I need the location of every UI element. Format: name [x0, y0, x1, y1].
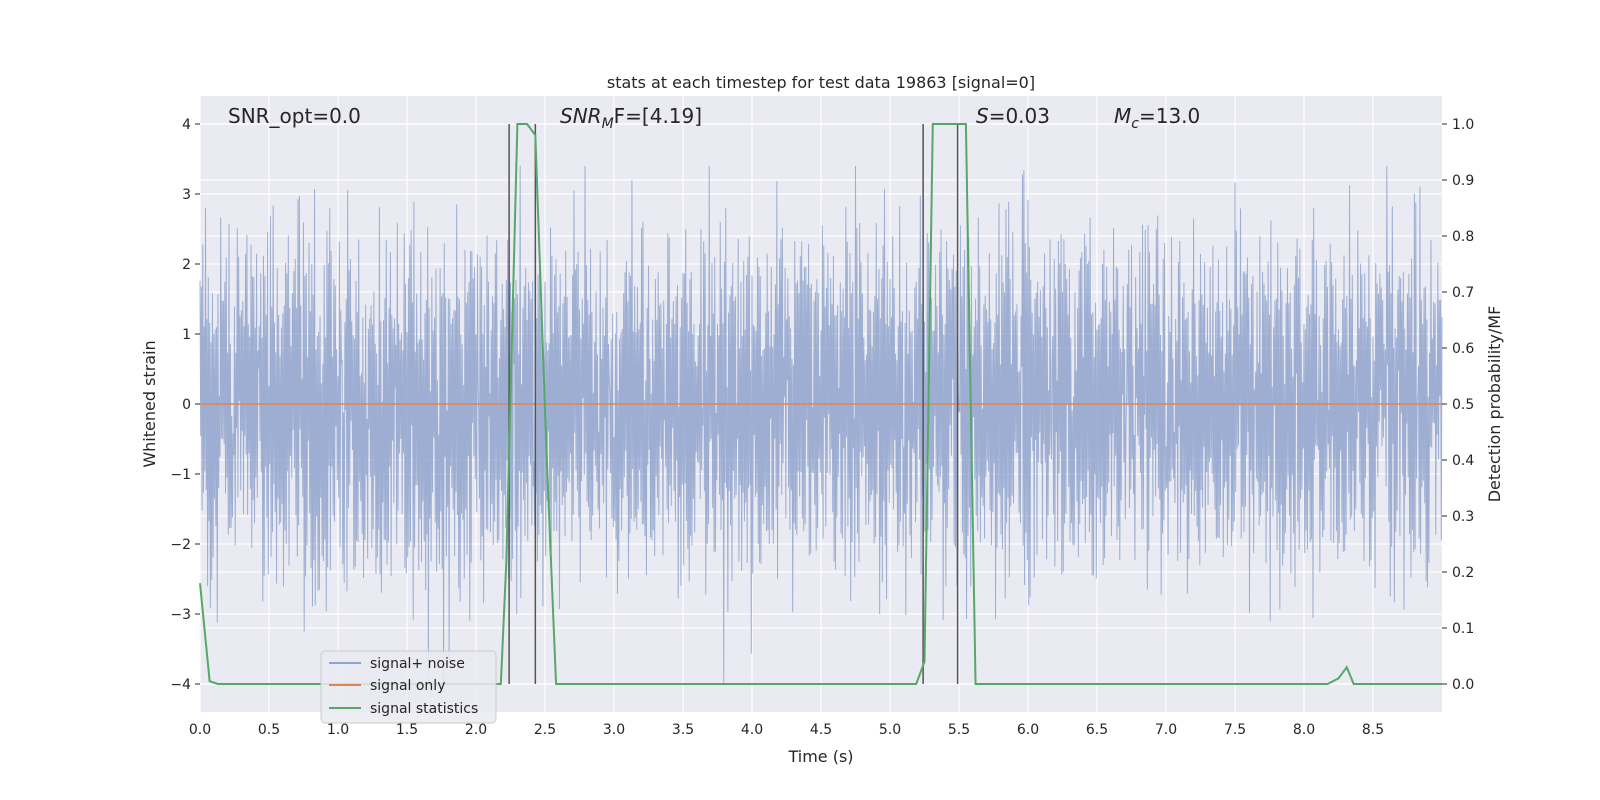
- annotation-snr-mf-rest: F=[4.19]: [614, 104, 702, 128]
- x-tick-label: 7.5: [1224, 722, 1246, 738]
- annotation-s-value: =0.03: [989, 104, 1050, 128]
- y-left-tick-label: 0: [182, 397, 191, 413]
- x-tick-label: 6.5: [1086, 722, 1108, 738]
- y-right-tick-label: 1.0: [1452, 117, 1474, 133]
- y-right-tick-label: 0.2: [1452, 565, 1474, 581]
- annotation-snr-mf-main: SNR: [560, 104, 602, 128]
- x-tick-label: 4.0: [741, 722, 763, 738]
- annotation-snr-mf: SNRMF=[4.19]: [560, 104, 702, 132]
- y-right-tick-label: 0.8: [1452, 229, 1474, 245]
- annotation-snr-mf-sub: M: [602, 116, 614, 132]
- y-right-tick-label: 0.9: [1452, 173, 1474, 189]
- x-tick-label: 5.0: [879, 722, 901, 738]
- y-left-tick-label: −2: [170, 537, 191, 553]
- legend-box: [320, 650, 497, 724]
- x-tick-label: 3.0: [603, 722, 625, 738]
- annotation-snr-opt: SNR_opt=0.0: [228, 104, 361, 128]
- y-left-ticks: 4 3 2 1 0 −1 −2 −3 −4: [170, 117, 200, 693]
- y-right-ticks: 1.0 0.9 0.8 0.7 0.6 0.5 0.4 0.3 0.2 0.1 0.0: [1442, 117, 1474, 693]
- signal-statistics-series: [199, 123, 1442, 685]
- legend-label-signal-statistics: signal statistics: [370, 701, 478, 717]
- y-left-tick-label: 1: [182, 327, 191, 343]
- x-tick-label: 7.0: [1155, 722, 1177, 738]
- y-left-tick-label: 4: [182, 117, 191, 133]
- x-tick-label: 8.0: [1293, 722, 1315, 738]
- x-tick-label: 8.5: [1362, 722, 1384, 738]
- y-right-tick-label: 0.0: [1452, 677, 1474, 693]
- annotation-mc-var: M: [1114, 104, 1131, 128]
- y-right-tick-label: 0.6: [1452, 341, 1474, 357]
- annotation-s-var: S: [976, 104, 989, 128]
- y-right-axis-label: Detection probability/MF: [1485, 306, 1504, 503]
- annotation-mc-sub: c: [1131, 116, 1139, 132]
- y-left-axis-label: Whitened strain: [140, 340, 159, 467]
- vertical-markers: [508, 124, 959, 684]
- x-tick-label: 3.5: [672, 722, 694, 738]
- y-left-tick-label: −1: [170, 467, 191, 483]
- x-tick-label: 1.5: [396, 722, 418, 738]
- y-left-tick-label: 2: [182, 257, 191, 273]
- chart-title: stats at each timestep for test data 198…: [607, 73, 1035, 92]
- annotation-mc-value: =13.0: [1139, 104, 1200, 128]
- x-tick-label: 4.5: [810, 722, 832, 738]
- x-tick-label: 0.0: [189, 722, 211, 738]
- x-axis-label: Time (s): [787, 747, 853, 766]
- x-tick-label: 0.5: [258, 722, 280, 738]
- x-ticks: 0.0 0.5 1.0 1.5 2.0 2.5 3.0 3.5 4.0 4.5 5.0 5.5 6.0 6…: [189, 722, 1384, 738]
- y-right-tick-label: 0.3: [1452, 509, 1474, 525]
- x-tick-label: 2.5: [534, 722, 556, 738]
- y-right-tick-label: 0.7: [1452, 285, 1474, 301]
- y-left-tick-label: 3: [182, 187, 191, 203]
- x-tick-label: 1.0: [327, 722, 349, 738]
- y-right-tick-label: 0.1: [1452, 621, 1474, 637]
- signal-noise-series: [199, 165, 1443, 685]
- y-left-tick-label: −4: [170, 677, 191, 693]
- legend-label-signal-only: signal only: [370, 678, 445, 694]
- legend-label-signal-noise: signal+ noise: [370, 656, 465, 672]
- signal-noise-line: [199, 165, 1443, 685]
- x-tick-label: 5.5: [948, 722, 970, 738]
- x-tick-label: 6.0: [1017, 722, 1039, 738]
- annotation-mc: Mc=13.0: [1114, 104, 1200, 132]
- y-right-tick-label: 0.4: [1452, 453, 1474, 469]
- y-right-tick-label: 0.5: [1452, 397, 1474, 413]
- annotation-s: S=0.03: [976, 104, 1050, 128]
- x-tick-label: 2.0: [465, 722, 487, 738]
- y-left-tick-label: −3: [170, 607, 191, 623]
- legend: signal+ noise signal only signal statist…: [320, 650, 497, 724]
- signal-statistics-line: [199, 123, 1442, 685]
